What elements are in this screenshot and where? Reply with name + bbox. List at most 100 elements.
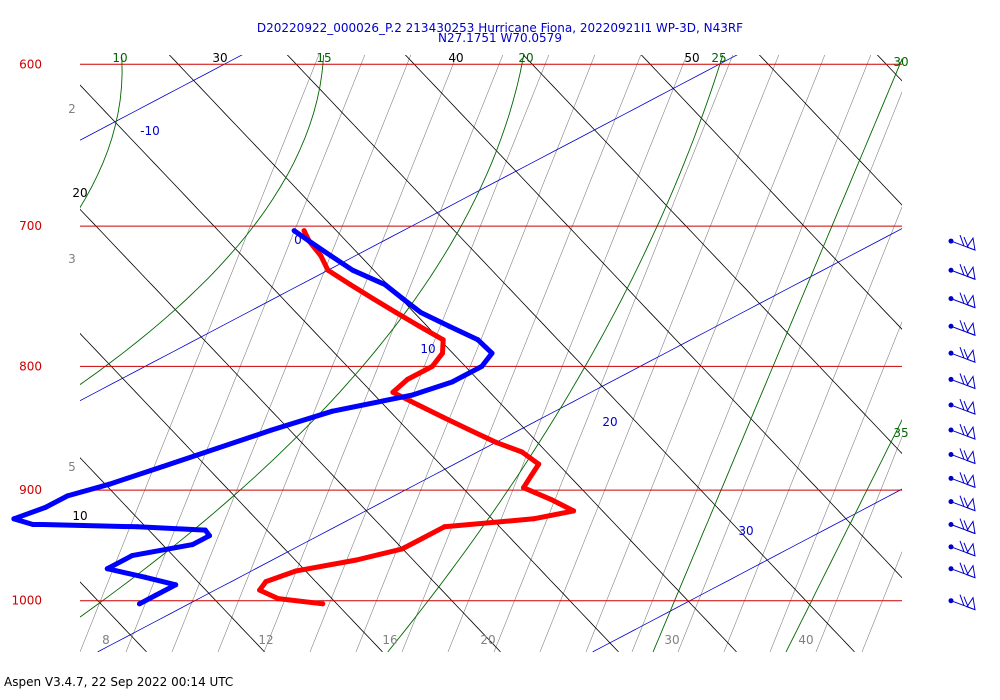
mixing-ratio-line xyxy=(401,55,642,653)
dry-adiabat-label: 20 xyxy=(72,186,87,200)
temperature-point xyxy=(370,296,376,302)
dry-adiabat-line xyxy=(80,84,619,653)
wind-barb-flag xyxy=(966,265,976,281)
temperature-point xyxy=(420,535,426,541)
wind-barb-flag xyxy=(966,321,976,337)
mixing-ratio-label: 3 xyxy=(68,252,76,266)
temperature-point xyxy=(548,496,554,502)
mixing-ratio-line xyxy=(355,55,596,653)
mixing-ratio-line xyxy=(125,55,366,653)
dry-adiabat-line xyxy=(640,55,902,330)
wind-barb-tick xyxy=(959,292,965,304)
temperature-point xyxy=(301,228,307,234)
dewpoint-point xyxy=(129,553,135,559)
temperature-point xyxy=(320,601,326,607)
temperature-point xyxy=(417,323,422,329)
dry-adiabat-line xyxy=(80,457,265,653)
mixing-ratio-label: 16 xyxy=(382,633,397,647)
temperature-point xyxy=(415,402,421,408)
dewpoint-point xyxy=(202,527,208,533)
wind-barb-tick xyxy=(963,425,969,437)
mixing-ratio-line xyxy=(585,55,826,653)
temperature-point xyxy=(467,427,473,433)
wind-barb xyxy=(948,594,976,611)
footer-version: Aspen V3.4.7, 22 Sep 2022 00:14 UTC xyxy=(4,675,234,689)
wind-barb-tick xyxy=(959,562,965,574)
wind-barb-tick xyxy=(963,564,969,575)
mixing-ratio-line xyxy=(631,55,872,653)
wind-barb-tick xyxy=(963,520,969,531)
dewpoint-point xyxy=(449,379,455,385)
isotherm-line xyxy=(80,55,738,402)
isotherm-label: 10 xyxy=(420,342,435,356)
dewpoint-point xyxy=(382,282,388,287)
dry-adiabat-line xyxy=(80,208,501,653)
wind-barb-tick xyxy=(959,234,965,247)
wind-barb-flag xyxy=(966,348,976,363)
moist-adiabat-line xyxy=(80,55,324,386)
wind-barb-tick xyxy=(959,373,965,385)
wind-barb-tick xyxy=(963,400,969,412)
dewpoint-point xyxy=(418,310,424,315)
mixing-ratio-line xyxy=(769,321,902,653)
wind-barb xyxy=(948,398,976,415)
temperature-point xyxy=(405,376,410,382)
wind-barb-flag xyxy=(966,236,976,251)
mixing-ratio-label: 40 xyxy=(798,633,813,647)
wind-barb-tick xyxy=(963,375,969,386)
wind-barb-tick xyxy=(959,398,965,411)
wind-barb-flag xyxy=(966,294,976,309)
moist-adiabat-label: 20 xyxy=(518,51,533,65)
temperature-point xyxy=(440,337,446,343)
temperature-point xyxy=(257,587,263,593)
wind-barb xyxy=(948,448,976,465)
wind-barb-tick xyxy=(963,294,969,305)
dry-adiabat-label: 50 xyxy=(684,51,699,65)
temperature-point xyxy=(521,485,526,491)
wind-barb xyxy=(948,518,976,535)
dewpoint-point xyxy=(446,323,452,329)
dry-adiabat-line xyxy=(0,47,29,652)
dewpoint-point xyxy=(65,493,70,499)
wind-barb xyxy=(948,423,976,440)
wind-barb-tick xyxy=(959,320,965,332)
dewpoint-point xyxy=(104,566,110,572)
dry-adiabat-line xyxy=(988,47,1000,652)
dewpoint-point xyxy=(214,445,220,451)
moist-adiabat-label: 35 xyxy=(893,426,908,440)
wind-barb-flag xyxy=(966,564,976,579)
wind-barb-flag xyxy=(966,425,976,440)
dewpoint-point xyxy=(350,267,356,273)
wind-barb-tick xyxy=(959,264,965,276)
wind-barb-tick xyxy=(959,423,965,436)
mixing-ratio-line xyxy=(447,55,688,653)
dry-adiabat-line xyxy=(168,55,737,653)
wind-barb xyxy=(948,234,976,251)
isobar-label: 900 xyxy=(19,483,42,497)
wind-barb-tick xyxy=(963,322,969,333)
moist-adiabat-line xyxy=(80,55,123,209)
isobar-label: 800 xyxy=(19,359,42,373)
isobar-label: 1000 xyxy=(11,594,42,608)
temperature-point xyxy=(441,524,447,530)
temperature-point xyxy=(441,415,447,421)
wind-barb-flag xyxy=(966,375,976,390)
chart-subtitle: N27.1751 W70.0579 xyxy=(438,31,562,45)
dewpoint-point xyxy=(479,363,485,369)
temperature-point xyxy=(528,473,534,479)
temperature-point xyxy=(440,350,445,356)
dewpoint-point xyxy=(137,601,142,607)
wind-barb xyxy=(948,347,976,363)
temperature-point xyxy=(390,389,396,395)
wind-barb-tick xyxy=(963,450,969,461)
dry-adiabat-line xyxy=(876,55,902,82)
temperature-point xyxy=(293,568,299,574)
wind-barb-tick xyxy=(959,448,965,460)
wind-barb xyxy=(948,472,976,489)
wind-barb-flag xyxy=(966,474,976,489)
wind-barb-tick xyxy=(963,596,969,607)
wind-barb-tick xyxy=(963,474,969,485)
temperature-point xyxy=(325,267,331,273)
wind-barb xyxy=(948,495,976,512)
